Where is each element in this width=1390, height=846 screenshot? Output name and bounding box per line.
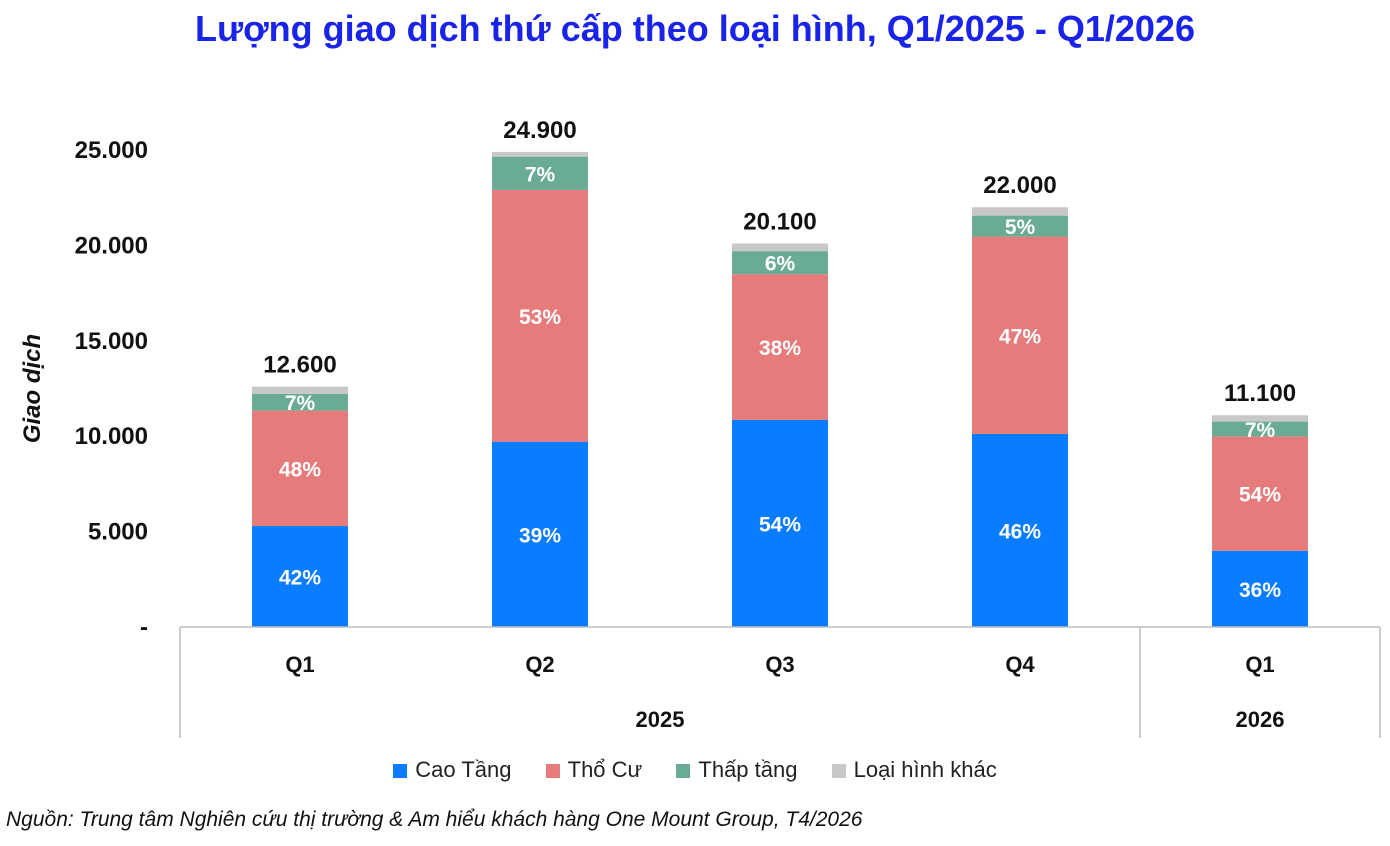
bar-segment-khac [252,386,348,394]
y-tick-label: 25.000 [75,137,148,164]
x-tick-label: Q4 [1005,652,1035,677]
segment-label-tho-cu: 48% [279,458,321,481]
bar-segment-khac [732,243,828,252]
y-tick-label: 15.000 [75,328,148,355]
bar-segment-tho-cu [972,236,1068,434]
total-label: 12.600 [263,352,336,379]
bar-segment-cao-tang [972,433,1068,627]
y-axis-label: Giao dịch [19,334,46,443]
segment-label-thap-tang: 5% [1005,216,1036,239]
segment-label-tho-cu: 47% [999,325,1041,348]
x-tick-label: Q3 [765,652,794,677]
x-group-label: 2026 [1236,707,1285,732]
segment-label-cao-tang: 36% [1239,579,1281,602]
segment-label-cao-tang: 39% [519,524,561,547]
bar-segment-thap-tang [972,215,1068,237]
bar-segment-thap-tang [492,156,588,190]
bar-segment-cao-tang [1212,550,1308,627]
segment-label-tho-cu: 53% [519,306,561,329]
legend-swatch-khac [831,764,846,778]
total-label: 11.100 [1224,380,1296,407]
segment-label-thap-tang: 7% [285,392,316,415]
chart-title: Lượng giao dịch thứ cấp theo loại hình, … [195,8,1195,49]
legend-item-cao-tang: Cao Tầng [393,757,512,783]
y-tick-label: 5.000 [88,519,148,546]
bar-segment-thap-tang [252,393,348,411]
segment-label-cao-tang: 54% [759,513,801,536]
segment-label-thap-tang: 6% [765,253,796,276]
total-label: 22.000 [983,172,1056,199]
legend-label-khac: Loại hình khác [853,757,997,782]
x-tick-label: Q2 [525,652,554,677]
bar-segment-tho-cu [732,274,828,420]
bar-segment-tho-cu [492,189,588,442]
bar-segment-khac [492,151,588,157]
legend-label-cao-tang: Cao Tầng [415,757,512,782]
stacked-bar-chart: Giao dịch - 5.000 10.000 15.000 20.000 25.000 4… [19,117,1381,738]
segment-label-tho-cu: 54% [1239,484,1281,507]
y-tick-label: 20.000 [75,232,148,259]
source-note: Nguồn: Trung tâm Nghiên cứu thị trường &… [6,808,863,831]
legend-swatch-tho-cu [545,764,560,778]
x-tick-label: Q1 [1245,652,1274,677]
bar-segment-thap-tang [732,251,828,275]
legend-item-thap-tang: Thấp tầng [676,757,797,783]
legend-label-thap-tang: Thấp tầng [698,757,798,782]
y-tick-label: 10.000 [75,423,148,450]
legend-swatch-thap-tang [676,764,691,778]
legend-item-khac: Loại hình khác [831,757,997,783]
bar-segment-khac [1212,415,1308,422]
bar-segment-cao-tang [732,419,828,627]
legend-item-tho-cu: Thổ Cư [545,757,643,783]
legend-label-tho-cu: Thổ Cư [567,757,643,782]
bar-segment-cao-tang [252,526,348,627]
x-tick-label: Q1 [285,652,314,677]
legend-swatch-cao-tang [393,764,408,778]
total-label: 20.100 [743,208,816,235]
bar-segment-cao-tang [492,441,588,627]
segment-label-thap-tang: 7% [1245,419,1276,442]
segment-label-cao-tang: 46% [999,520,1041,543]
segment-label-tho-cu: 38% [759,337,801,360]
y-tick-label: - [140,614,148,641]
segment-label-cao-tang: 42% [279,567,321,590]
x-group-label: 2025 [636,707,685,732]
segment-label-thap-tang: 7% [525,163,556,186]
bar-segment-tho-cu [252,410,348,527]
legend: Cao Tầng Thổ Cư Thấp tầng Loại hình khác [0,757,1390,783]
bar-segment-khac [972,207,1068,216]
bar-segment-tho-cu [1212,436,1308,551]
total-label: 24.900 [503,117,576,144]
bar-segment-thap-tang [1212,421,1308,437]
